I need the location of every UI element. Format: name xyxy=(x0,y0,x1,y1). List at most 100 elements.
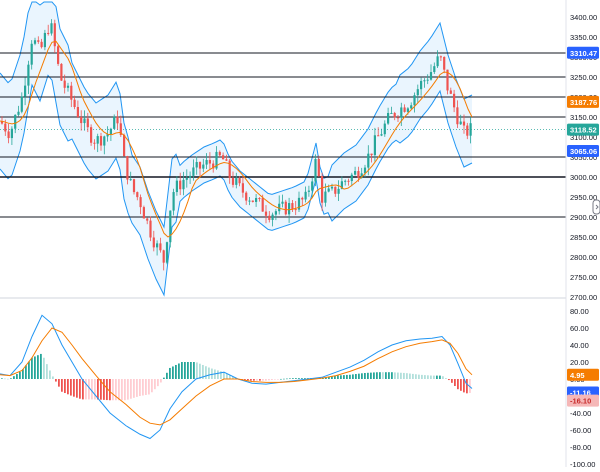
macd-hist-bar xyxy=(55,379,57,382)
macd-hist-bar xyxy=(451,379,453,383)
candle-body xyxy=(83,118,86,124)
candle-body xyxy=(37,40,40,42)
macd-hist-bar xyxy=(94,379,96,400)
macd-hist-bar xyxy=(28,361,30,379)
macd-hist-bar xyxy=(271,379,273,380)
bollinger-upper-line xyxy=(0,1,473,229)
candle-body xyxy=(410,105,413,109)
macd-hist-bar xyxy=(64,379,66,394)
candle-body xyxy=(235,178,238,185)
macd-hist-bar xyxy=(157,379,159,387)
macd-hist-bar xyxy=(391,372,393,379)
macd-hist-bar xyxy=(421,374,423,379)
candle-body xyxy=(363,167,367,174)
value-badge: 4.95 xyxy=(567,368,599,381)
candle-body xyxy=(344,180,347,182)
badge-background xyxy=(567,144,599,157)
candle-body xyxy=(172,192,175,211)
candle-body xyxy=(96,136,99,144)
macd-hist-bar xyxy=(52,376,54,379)
macd-hist-bar xyxy=(4,378,6,380)
macd-hist-bar xyxy=(172,366,174,379)
price-tick-label: 3100.00 xyxy=(570,133,597,142)
price-panel[interactable] xyxy=(0,0,566,297)
macd-hist-bar xyxy=(16,374,18,379)
candle-body xyxy=(251,200,254,202)
macd-hist-bar xyxy=(340,375,342,379)
candle-body xyxy=(106,133,109,137)
macd-hist-bar xyxy=(91,379,93,400)
candle-body xyxy=(0,121,4,124)
candle-body xyxy=(324,191,327,203)
candle-body xyxy=(14,114,17,129)
candle-body xyxy=(261,198,264,212)
candle-body xyxy=(238,178,241,184)
macd-hist-bar xyxy=(379,372,381,379)
candle-body xyxy=(383,123,386,135)
candle-body xyxy=(142,207,145,219)
macd-hist-bar xyxy=(442,376,444,379)
macd-hist-bar xyxy=(196,362,198,379)
candle-body xyxy=(314,159,317,182)
candle-body xyxy=(241,183,244,193)
candle-body xyxy=(268,215,271,220)
candle-body xyxy=(330,186,334,189)
axis-scroll-handle[interactable] xyxy=(592,199,600,215)
candle-body xyxy=(347,180,350,182)
macd-hist-bar xyxy=(400,372,402,379)
macd-hist-bar xyxy=(163,377,165,379)
macd-hist-bar xyxy=(193,362,195,379)
candle-body xyxy=(340,181,343,189)
candle-body xyxy=(165,242,169,263)
macd-hist-bar xyxy=(364,372,366,379)
candle-body xyxy=(185,177,188,180)
candle-body xyxy=(195,162,198,168)
macd-hist-bar xyxy=(148,379,150,395)
candle-body xyxy=(66,85,70,88)
macd-hist-bar xyxy=(385,372,387,379)
macd-hist-bar xyxy=(244,379,246,380)
candle-body xyxy=(192,167,195,176)
candle-body xyxy=(301,197,304,200)
macd-hist-bar xyxy=(439,375,441,379)
macd-hist-bar xyxy=(88,379,90,400)
macd-histogram xyxy=(1,353,471,401)
macd-hist-bar xyxy=(79,379,81,399)
macd-hist-bar xyxy=(76,379,78,398)
macd-hist-bar xyxy=(40,353,42,379)
macd-hist-bar xyxy=(370,372,372,379)
macd-hist-bar xyxy=(286,378,288,380)
macd-hist-bar xyxy=(187,362,189,379)
macd-hist-bar xyxy=(37,355,39,379)
candle-body xyxy=(156,243,159,248)
macd-hist-bar xyxy=(112,379,114,401)
candle-body xyxy=(189,175,192,178)
macd-hist-bar xyxy=(367,372,369,379)
macd-hist-bar xyxy=(355,374,357,379)
macd-hist-bar xyxy=(133,379,135,398)
macd-hist-bar xyxy=(136,379,138,397)
candle-body xyxy=(360,173,363,178)
macd-hist-bar xyxy=(229,375,231,379)
macd-hist-bar xyxy=(457,379,459,390)
macd-panel[interactable] xyxy=(0,314,473,440)
macd-hist-bar xyxy=(166,372,168,379)
candle-body xyxy=(291,203,294,210)
macd-hist-bar xyxy=(352,374,354,379)
macd-hist-bar xyxy=(295,378,297,379)
candle-body xyxy=(90,127,93,143)
candle-body xyxy=(27,64,30,86)
candle-body xyxy=(63,80,66,88)
price-axis[interactable]: 3400.003350.003300.003250.003200.003150.… xyxy=(570,13,597,302)
macd-hist-bar xyxy=(337,375,339,379)
candle-body xyxy=(466,125,469,136)
macd-hist-bar xyxy=(262,379,264,381)
macd-hist-bar xyxy=(445,378,447,379)
macd-hist-bar xyxy=(160,379,162,383)
candle-body xyxy=(426,79,429,81)
candle-body xyxy=(304,191,307,200)
macd-tick-label: -60.00 xyxy=(570,426,591,435)
candle-body xyxy=(218,151,221,156)
